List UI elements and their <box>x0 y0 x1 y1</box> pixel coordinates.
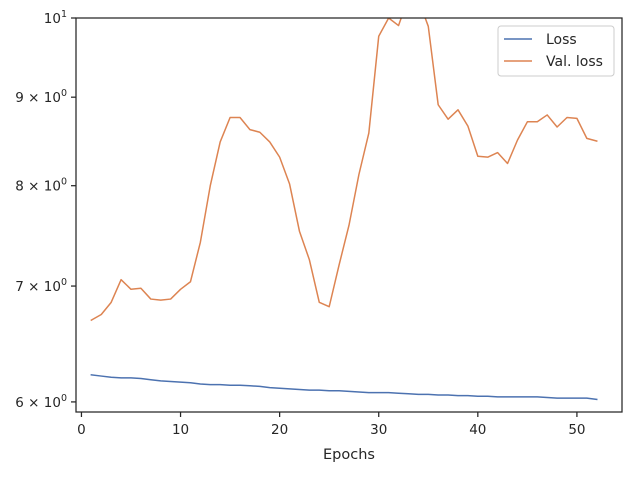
y-tick-label: 9 × 100 <box>15 88 67 106</box>
x-tick-label: 50 <box>568 422 585 438</box>
x-tick-label: 20 <box>271 422 288 438</box>
series-line-val-loss <box>90 18 598 322</box>
y-tick-label: 8 × 100 <box>15 177 67 195</box>
plot-lines <box>90 18 598 401</box>
x-tick-label: 10 <box>172 422 189 438</box>
y-tick-label: 101 <box>44 9 67 27</box>
legend: Loss Val. loss <box>497 25 615 77</box>
y-tick-label: 6 × 100 <box>15 393 67 411</box>
x-tick-label: 40 <box>469 422 486 438</box>
series-line-loss <box>90 374 598 401</box>
x-axis-label: Epochs <box>323 447 375 463</box>
axes: 0 10 20 30 40 50 6 × 100 7 × 100 8 × 100 9 × 100 1… <box>15 9 623 438</box>
legend-label: Loss <box>546 32 577 48</box>
legend-label: Val. loss <box>546 54 603 70</box>
x-tick-label: 30 <box>370 422 387 438</box>
y-tick-label: 7 × 100 <box>15 277 67 295</box>
plot-frame <box>75 17 623 413</box>
x-tick-label: 0 <box>77 422 86 438</box>
